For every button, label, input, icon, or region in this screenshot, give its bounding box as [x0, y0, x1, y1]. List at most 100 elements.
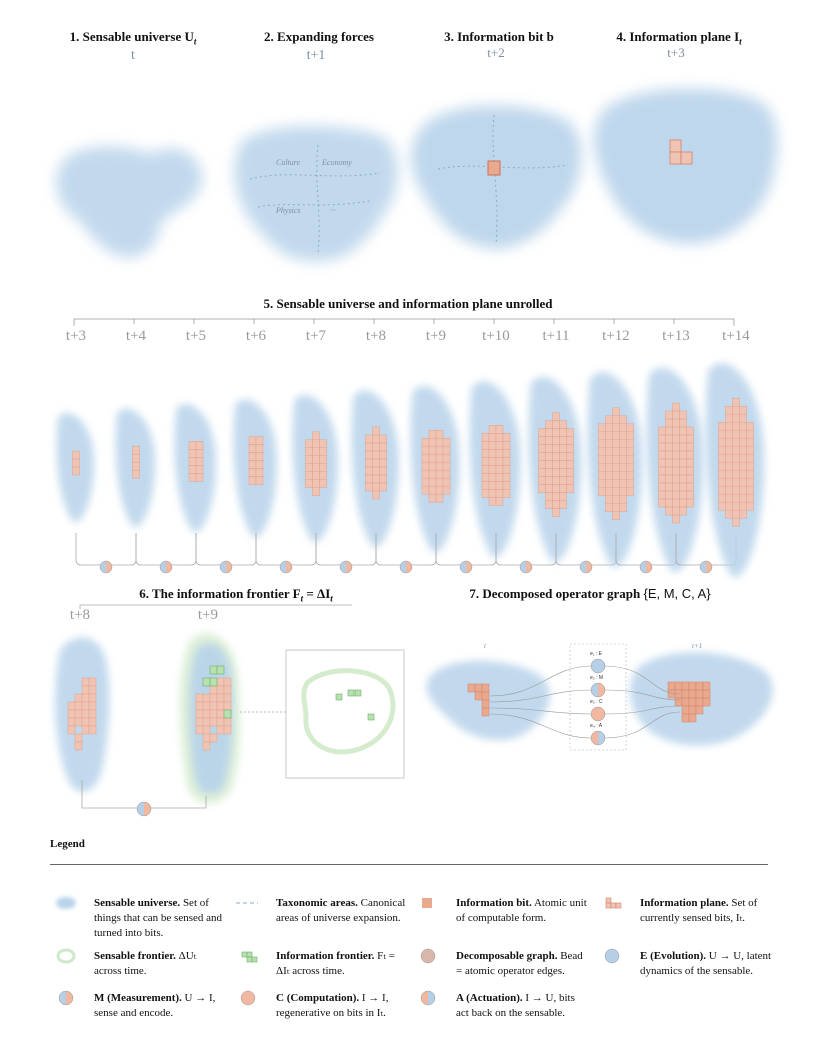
bead-icon	[420, 948, 436, 964]
unrolled-time-label: t+12	[602, 328, 630, 344]
operator-edge	[489, 689, 593, 703]
operator-bead	[459, 560, 473, 574]
information-plane-t8	[67, 677, 97, 751]
timeline-connector	[135, 533, 197, 566]
panel-3-title: 3. Information bit b	[444, 29, 554, 44]
panel-6-bracket	[79, 604, 352, 609]
panel-3-universe	[411, 105, 582, 249]
unrolled-step	[174, 403, 216, 533]
half-bead-reverse-icon	[420, 990, 436, 1006]
legend-title: Information plane.	[640, 897, 729, 909]
universe-icon	[56, 897, 76, 909]
orange-bead-icon	[240, 990, 256, 1006]
operator-bead	[279, 560, 293, 574]
unrolled-step	[233, 399, 277, 538]
panel-2-title: 2. Expanding forces	[264, 29, 374, 44]
timeline-connector	[195, 533, 257, 566]
operator-bead	[590, 730, 606, 746]
information-plane	[538, 412, 574, 517]
graph-time-left: t	[484, 642, 487, 650]
operator-edge-label: e₂ : M	[590, 675, 603, 681]
legend-desc: U → U, latent dynamics of the sensable.	[640, 950, 772, 977]
operator-edge	[489, 707, 593, 715]
green-bits-icon	[241, 951, 258, 963]
frontier-ring-icon	[56, 948, 76, 964]
operator-edge-label: e₃ : C	[590, 699, 603, 705]
panel-2-universe: Culture Economy Physics ···	[234, 125, 398, 262]
legend-item-universe: Sensable universe. Set of things that ca…	[50, 896, 226, 941]
operator-box	[569, 643, 627, 751]
legend-item-plane: Information plane. Set of currently sens…	[596, 896, 772, 926]
operator-edge	[603, 689, 681, 701]
panel-5-unrolled	[56, 363, 765, 578]
unrolled-step	[528, 376, 582, 563]
information-bit	[487, 160, 501, 176]
unrolled-step	[292, 394, 338, 543]
legend-title: E (Evolution).	[640, 950, 707, 962]
legend-item-info-frontier: Information frontier. Fₜ = ΔIₜ across ti…	[232, 949, 408, 979]
unrolled-time-label: t+8	[365, 328, 387, 344]
panel-6-time-t9: t+9	[197, 607, 219, 623]
unrolled-step	[56, 413, 95, 523]
unrolled-step	[646, 367, 704, 573]
operator-bead	[639, 560, 653, 574]
information-plane	[421, 429, 451, 503]
operator-edge-label: e₁ : E	[590, 651, 603, 657]
legend-title: Information frontier.	[276, 950, 375, 962]
zoomed-frontier-bits	[335, 689, 375, 721]
information-plane	[598, 407, 634, 521]
legend-desc: Atomic unit of computable form.	[456, 897, 587, 924]
information-plane	[481, 425, 511, 506]
information-plane-bits	[669, 139, 693, 165]
graph-plane-left	[467, 683, 490, 717]
unrolled-step	[115, 408, 156, 528]
legend-title: Sensable frontier.	[94, 950, 176, 962]
legend-title: M (Measurement).	[94, 992, 182, 1004]
panel-7-title: 7. Decomposed operator graph {E, M, C, A…	[469, 586, 711, 601]
timeline-connector	[255, 533, 317, 566]
operator-bead	[590, 682, 606, 698]
legend-item-sensable-frontier: Sensable frontier. ΔUₜ across time.	[50, 948, 226, 979]
legend-desc: Set of things that can be sensed and tur…	[94, 897, 222, 939]
legend-item-evolution: E (Evolution). U → U, latent dynamics of…	[596, 948, 772, 979]
legend-title: A (Actuation).	[456, 992, 523, 1004]
panel-6-title: 6. The information frontier Ft = ΔIt	[139, 586, 333, 604]
legend-item-taxonomic: Taxonomic areas. Canonical areas of univ…	[232, 896, 408, 926]
information-plane	[132, 445, 140, 479]
legend-desc: Fₜ = ΔIₜ across time.	[276, 950, 395, 977]
operator-bead	[339, 560, 353, 574]
panel-2-time: t+1	[306, 48, 326, 63]
operator-bead	[219, 560, 233, 574]
unrolled-time-label: t+9	[425, 328, 447, 344]
area-economy-label: Economy	[321, 158, 352, 167]
operator-bead	[590, 706, 606, 722]
legend-desc: I → I, regenerative on bits in Iₜ.	[276, 992, 389, 1019]
unrolled-time-label: t+7	[305, 328, 327, 344]
legend-desc: Canonical areas of universe expansion.	[276, 897, 406, 924]
panel-5-bracket	[73, 318, 735, 326]
operator-bead	[519, 560, 533, 574]
operator-bead	[136, 801, 152, 817]
panel-5-title: 5. Sensable universe and information pla…	[263, 296, 553, 311]
legend-title: Sensable universe.	[94, 897, 181, 909]
dashed-line-icon	[236, 902, 258, 904]
information-plane	[658, 402, 694, 524]
legend-heading: Legend	[50, 838, 85, 850]
legend-item-computation: C (Computation). I → I, regenerative on …	[232, 990, 408, 1021]
panel-1-universe	[56, 146, 202, 258]
information-frontier-bits	[202, 665, 232, 719]
legend-item-measurement: M (Measurement). U → I, sense and encode…	[50, 990, 226, 1021]
legend-desc: Bead = atomic operator edges.	[456, 950, 583, 977]
panel-3-time: t+2	[487, 45, 505, 60]
information-plane	[248, 436, 264, 485]
panel-7-operator-graph: t t+1 e₁ : E e₂ : M e₃ : C e₄ : A	[426, 642, 773, 751]
unrolled-step	[469, 381, 521, 558]
area-culture-label: Culture	[276, 158, 301, 167]
legend-item-actuation: A (Actuation). I → U, bits act back on t…	[412, 990, 588, 1021]
unrolled-time-label: t+14	[722, 328, 750, 344]
panel-1-title: 1. Sensable universe Ut	[69, 29, 197, 47]
legend-rule	[50, 864, 768, 865]
unrolled-time-label: t+3	[65, 328, 87, 344]
unrolled-time-label: t+6	[245, 328, 267, 344]
legend-desc: Set of currently sensed bits, Iₜ.	[640, 897, 758, 924]
